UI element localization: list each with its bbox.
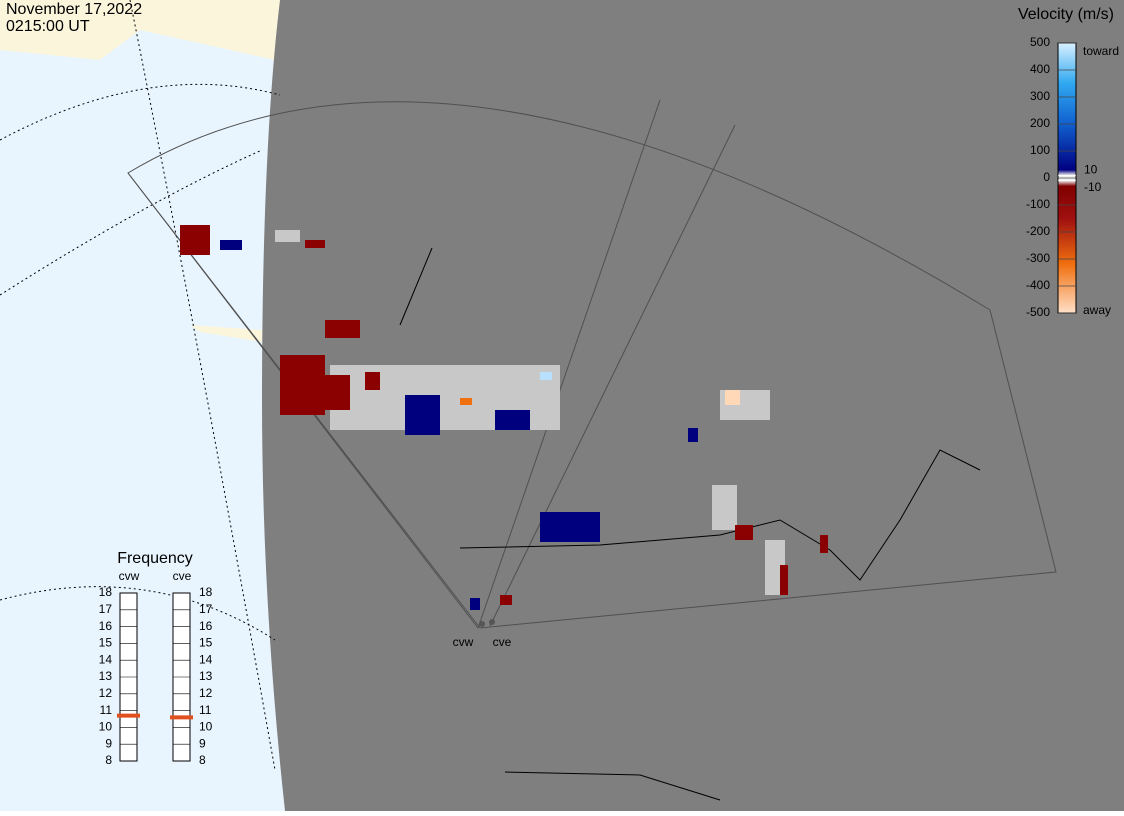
frequency-title: Frequency xyxy=(117,550,193,567)
colorbar-tick-label: -10 xyxy=(1084,180,1102,194)
gauge-tick-label: 9 xyxy=(199,736,206,750)
colorbar-tick-label: 0 xyxy=(1043,170,1050,184)
gauge-tick-label: 16 xyxy=(99,619,113,633)
colorbar-tick-label: 100 xyxy=(1030,143,1050,157)
gauge-tick-label: 9 xyxy=(105,736,112,750)
gauge-tick-label: 8 xyxy=(199,753,206,767)
colorbar-title: Velocity (m/s) xyxy=(1018,6,1114,23)
colorbar-tick-label: -100 xyxy=(1026,197,1050,211)
gauge-tick-label: 11 xyxy=(199,703,212,717)
gauge-tick-label: 17 xyxy=(199,602,213,616)
radar-label: cvw xyxy=(453,635,474,649)
gauge-tick-label: 17 xyxy=(99,602,113,616)
gauge-tick-label: 16 xyxy=(199,619,213,633)
colorbar-tick-label: 10 xyxy=(1084,162,1098,176)
grid xyxy=(0,0,281,771)
radar-name: cvw xyxy=(119,569,140,583)
radar-site xyxy=(479,621,485,627)
time: 0215:00 UT xyxy=(6,18,90,35)
gauge-tick-label: 10 xyxy=(99,720,113,734)
gauge-tick-label: 13 xyxy=(99,669,113,683)
gauge-tick-label: 11 xyxy=(100,703,113,717)
gauge-tick-label: 15 xyxy=(199,636,213,650)
colorbar-tick-label: -400 xyxy=(1026,278,1050,292)
radar-site xyxy=(489,619,495,625)
colorbar-tick-label: -200 xyxy=(1026,224,1050,238)
colorbar-tick-label: 200 xyxy=(1030,116,1050,130)
gauge-tick-label: 18 xyxy=(199,585,213,599)
gauge-tick-label: 12 xyxy=(99,686,113,700)
gauge-tick-label: 14 xyxy=(99,652,113,666)
colorbar-tick-label: 500 xyxy=(1030,35,1050,49)
border xyxy=(399,247,433,326)
colorbar-tick-label: -500 xyxy=(1026,305,1050,319)
land xyxy=(190,325,262,342)
gauge-tick-label: 14 xyxy=(199,652,213,666)
gauge-tick-label: 12 xyxy=(199,686,213,700)
colorbar-tick-label: -300 xyxy=(1026,251,1050,265)
gauge-tick-label: 8 xyxy=(105,753,112,767)
scatter-cells xyxy=(180,225,828,610)
colorbar-end-label: away xyxy=(1083,303,1111,317)
border xyxy=(504,771,721,801)
radar-name: cve xyxy=(173,569,192,583)
gauge-tick-label: 15 xyxy=(99,636,113,650)
gauge-tick-label: 18 xyxy=(99,585,113,599)
date: November 17,2022 xyxy=(6,1,142,18)
border xyxy=(459,449,981,581)
dynamic: 500 400 300 200 100 0 -100 -200 -300 -400 -500 10 -1… xyxy=(99,35,1102,767)
colorbar-end-label: toward xyxy=(1083,44,1119,58)
colorbar-tick-label: 400 xyxy=(1030,62,1050,76)
radar-label: cve xyxy=(493,635,512,649)
land xyxy=(0,0,280,60)
gauge-tick-label: 10 xyxy=(199,720,213,734)
colorbar-tick-label: 300 xyxy=(1030,89,1050,103)
gauge-tick-label: 13 xyxy=(199,669,213,683)
